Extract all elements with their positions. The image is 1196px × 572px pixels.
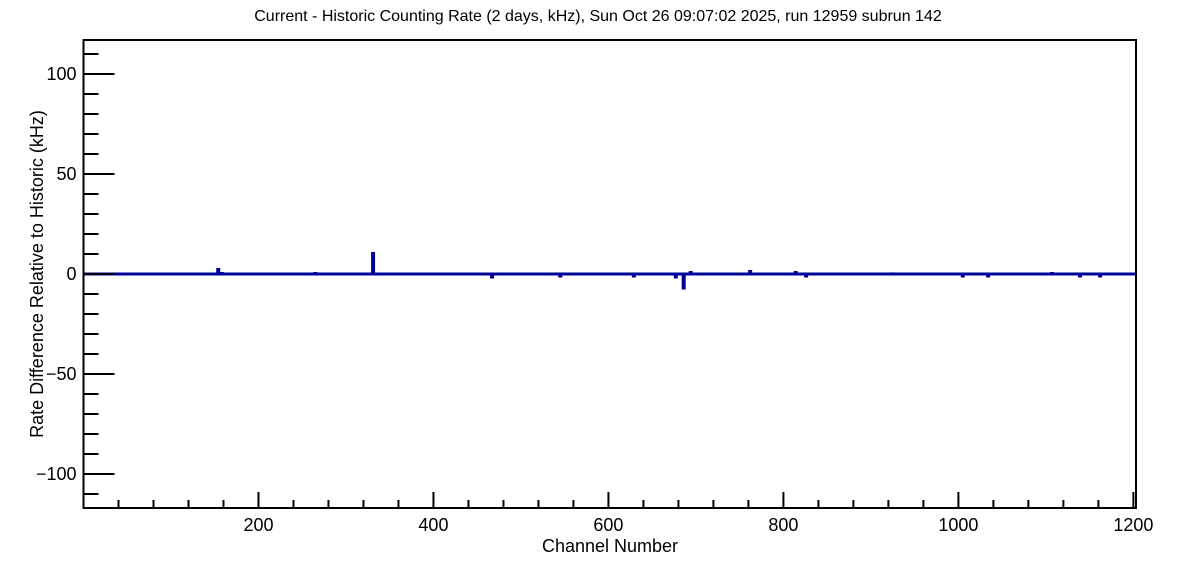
x-tick-label: 1200 — [1113, 515, 1153, 535]
series-spike — [219, 272, 224, 276]
series-spike — [558, 274, 563, 278]
series-spike — [631, 274, 636, 278]
chart-title: Current - Historic Counting Rate (2 days… — [254, 8, 942, 25]
x-axis-label: Channel Number — [541, 536, 679, 556]
x-tick-label: 200 — [243, 515, 273, 535]
series-spike — [688, 271, 693, 276]
series-spike — [890, 272, 895, 276]
x-tick-label: 1000 — [938, 515, 978, 535]
series-spike — [748, 270, 753, 276]
series-spike — [986, 274, 991, 278]
y-tick-label: 50 — [56, 164, 76, 184]
series-spike — [960, 274, 965, 278]
series-spike — [681, 274, 686, 290]
series-spike — [490, 274, 495, 279]
series-spike — [1050, 272, 1055, 276]
y-tick-label: 100 — [46, 64, 76, 84]
series-spike — [793, 271, 798, 276]
series-spike — [313, 272, 318, 276]
x-tick-label: 600 — [593, 515, 623, 535]
x-tick-label: 800 — [768, 515, 798, 535]
y-tick-label: −100 — [36, 464, 77, 484]
series-spike — [804, 274, 809, 278]
y-tick-label: 0 — [66, 264, 76, 284]
series-spike — [673, 274, 678, 279]
series-spike — [1098, 274, 1103, 278]
series-spike — [216, 268, 221, 276]
series-spike — [371, 252, 376, 276]
x-tick-label: 400 — [418, 515, 448, 535]
y-tick-label: −50 — [46, 364, 77, 384]
series-spike — [1078, 274, 1083, 278]
